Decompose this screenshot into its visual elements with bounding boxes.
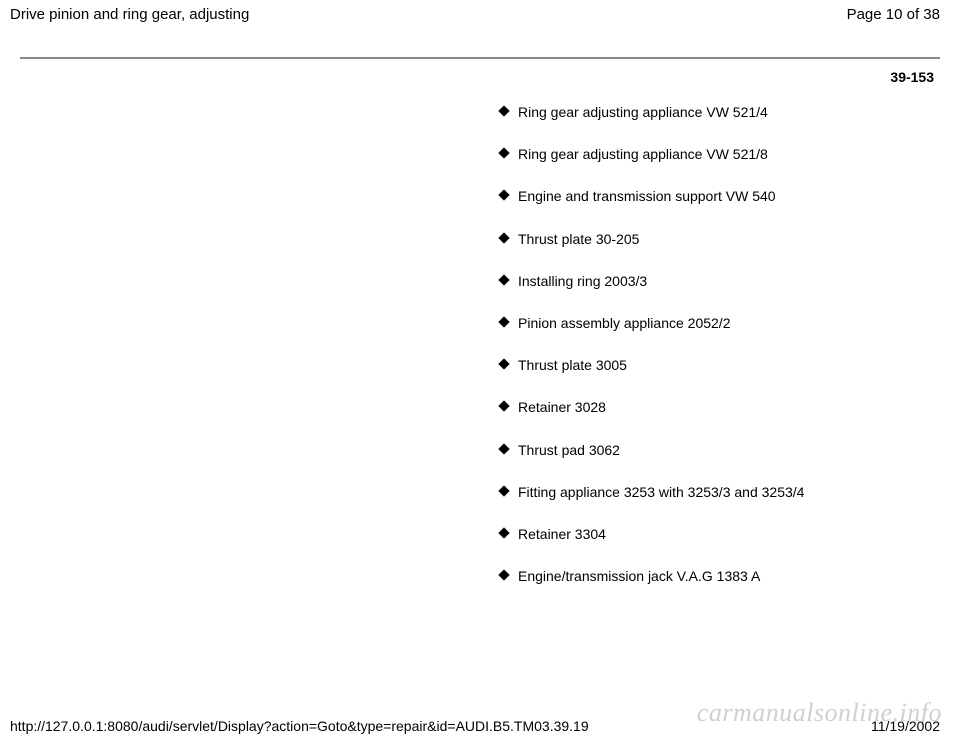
list-item: Installing ring 2003/3 xyxy=(500,272,900,290)
list-item-text: Ring gear adjusting appliance VW 521/8 xyxy=(518,145,900,163)
list-item-text: Thrust pad 3062 xyxy=(518,441,900,459)
list-item: Retainer 3304 xyxy=(500,525,900,543)
list-item: Fitting appliance 3253 with 3253/3 and 3… xyxy=(500,483,900,501)
bullet-icon xyxy=(498,148,509,159)
bullet-icon xyxy=(498,232,509,243)
bullet-icon xyxy=(498,316,509,327)
page-indicator: Page 10 of 38 xyxy=(847,6,940,23)
footer-date: 11/19/2002 xyxy=(871,718,940,734)
list-item-text: Engine and transmission support VW 540 xyxy=(518,187,900,205)
list-item-text: Retainer 3028 xyxy=(518,398,900,416)
list-item: Thrust pad 3062 xyxy=(500,441,900,459)
bullet-icon xyxy=(498,527,509,538)
footer-url: http://127.0.0.1:8080/audi/servlet/Displ… xyxy=(10,718,589,734)
list-item: Engine and transmission support VW 540 xyxy=(500,187,900,205)
list-item: Engine/transmission jack V.A.G 1383 A xyxy=(500,567,900,585)
list-item-text: Engine/transmission jack V.A.G 1383 A xyxy=(518,567,900,585)
list-item-text: Pinion assembly appliance 2052/2 xyxy=(518,314,900,332)
bullet-icon xyxy=(498,401,509,412)
list-item-text: Installing ring 2003/3 xyxy=(518,272,900,290)
bullet-icon xyxy=(498,485,509,496)
list-item-text: Retainer 3304 xyxy=(518,525,900,543)
list-item: Retainer 3028 xyxy=(500,398,900,416)
section-number: 39-153 xyxy=(20,69,940,85)
list-item-text: Thrust plate 30-205 xyxy=(518,230,900,248)
list-item: Pinion assembly appliance 2052/2 xyxy=(500,314,900,332)
list-item-text: Thrust plate 3005 xyxy=(518,356,900,374)
bullet-icon xyxy=(498,443,509,454)
bullet-icon xyxy=(498,569,509,580)
list-item: Thrust plate 30-205 xyxy=(500,230,900,248)
bullet-icon xyxy=(498,105,509,116)
bullet-icon xyxy=(498,190,509,201)
bullet-icon xyxy=(498,358,509,369)
page-title: Drive pinion and ring gear, adjusting xyxy=(10,6,249,23)
list-item: Ring gear adjusting appliance VW 521/4 xyxy=(500,103,900,121)
horizontal-rule xyxy=(20,57,940,59)
list-item-text: Ring gear adjusting appliance VW 521/4 xyxy=(518,103,900,121)
tools-list: Ring gear adjusting appliance VW 521/4 R… xyxy=(500,103,900,585)
list-item: Thrust plate 3005 xyxy=(500,356,900,374)
bullet-icon xyxy=(498,274,509,285)
list-item-text: Fitting appliance 3253 with 3253/3 and 3… xyxy=(518,483,900,501)
list-item: Ring gear adjusting appliance VW 521/8 xyxy=(500,145,900,163)
